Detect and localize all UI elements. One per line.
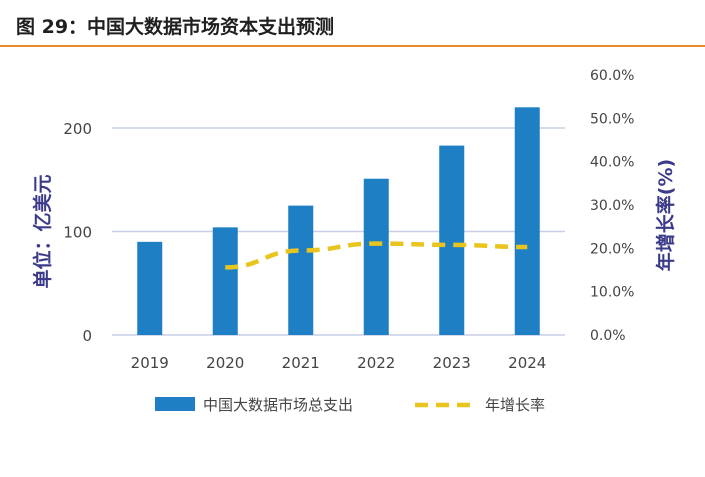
y-tick-label: 100 — [63, 224, 92, 242]
bar — [514, 107, 540, 335]
bar — [439, 145, 465, 335]
figure-header: 图 29：中国大数据市场资本支出预测 — [0, 0, 705, 47]
bar — [212, 227, 238, 335]
x-tick-label: 2019 — [131, 354, 169, 372]
header-rule — [0, 45, 705, 47]
y2-tick-label: 0.0% — [590, 328, 626, 344]
figure-title: 图 29：中国大数据市场资本支出预测 — [16, 16, 335, 38]
y-axis-title: 单位：亿美元 — [31, 174, 54, 288]
y2-tick-label: 60.0% — [590, 68, 634, 84]
y-tick-label: 200 — [63, 120, 92, 138]
x-tick-label: 2024 — [508, 354, 546, 372]
y2-axis-title: 年增长率(%) — [654, 159, 677, 271]
combo-chart: 0 100 200 0.0% 10.0% 20.0% 30.0% 40.0% 50.0% 60.0… — [31, 68, 677, 414]
x-tick-label: 2021 — [282, 354, 320, 372]
growth-rate-line — [225, 241, 528, 270]
bar — [288, 205, 314, 335]
x-tick-label: 2023 — [433, 354, 471, 372]
y2-tick-label: 30.0% — [590, 198, 634, 214]
y2-tick-label: 10.0% — [590, 285, 634, 301]
y2-tick-label: 40.0% — [590, 155, 634, 171]
x-tick-label: 2022 — [357, 354, 395, 372]
bar — [363, 178, 389, 335]
legend-label-line: 年增长率 — [485, 396, 545, 414]
legend-label-bar: 中国大数据市场总支出 — [203, 396, 353, 414]
y2-tick-label: 20.0% — [590, 241, 634, 257]
x-tick-label: 2020 — [206, 354, 244, 372]
chart-area: 0 100 200 0.0% 10.0% 20.0% 30.0% 40.0% 50.0% 60.0… — [0, 47, 705, 473]
legend-swatch-bar — [155, 397, 195, 411]
bar — [137, 241, 163, 335]
y2-tick-label: 50.0% — [590, 111, 634, 127]
y-tick-label: 0 — [82, 327, 92, 345]
